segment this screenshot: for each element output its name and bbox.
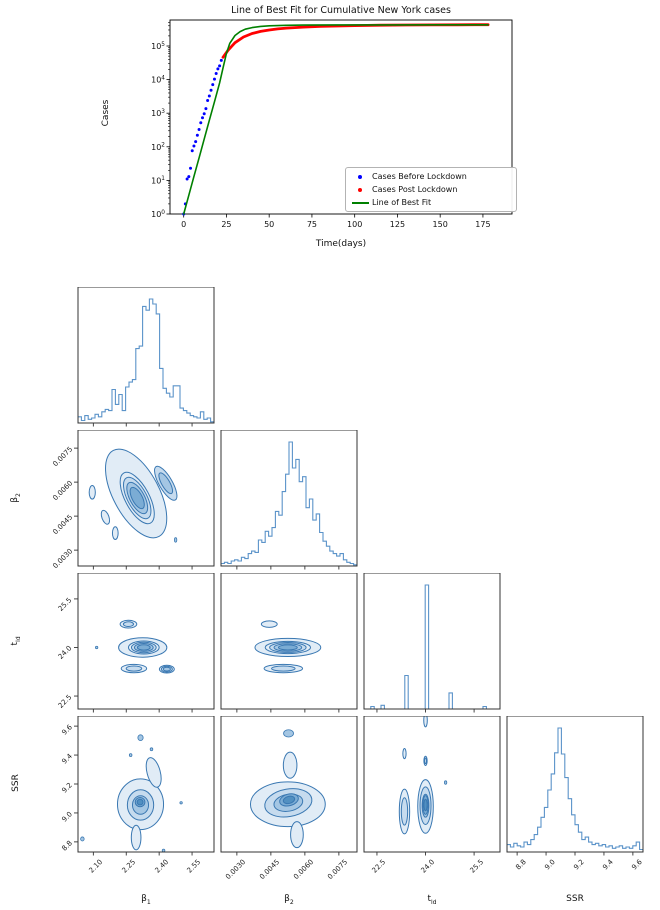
legend-dot-icon	[348, 187, 372, 192]
x-tick-label: 0.0075	[326, 858, 350, 881]
legend-label: Cases Before Lockdown	[372, 172, 467, 181]
corner-x-axis-label: β2	[284, 894, 294, 906]
corner-panel-r3c3-hist	[506, 716, 644, 856]
x-tick-label: 9.0	[543, 858, 557, 872]
x-tick-label: 22.5	[370, 858, 388, 875]
svg-text:75: 75	[307, 220, 317, 229]
legend-item-before-lockdown: Cases Before Lockdown	[348, 170, 512, 183]
line-chart-plot-area: 0 25 50 75 100 125 150 175 100 101 102 103 104 105	[151, 19, 513, 229]
legend-label: Line of Best Fit	[372, 198, 432, 207]
y-tick-label: 0.0060	[50, 479, 74, 503]
corner-x-axis-label: β1	[141, 894, 151, 906]
svg-text:125: 125	[390, 220, 405, 229]
corner-panel-r2c0-kde	[74, 573, 215, 713]
y-tick-label: 0.0075	[50, 445, 74, 469]
corner-y-axis-label: tld	[10, 636, 22, 646]
corner-x-axis-label: SSR	[566, 894, 584, 904]
corner-plot-figure: 0.0030 0.0045 0.0060 0.0075 22.5 24.0 25.5 2.10…	[0, 270, 660, 910]
y-tick-label: 0.0045	[50, 513, 74, 537]
x-tick-label: 2.40	[153, 858, 170, 875]
corner-x-axis-label: tld	[427, 894, 437, 906]
svg-text:101: 101	[151, 176, 165, 185]
svg-text:105: 105	[151, 42, 165, 51]
legend-label: Cases Post Lockdown	[372, 185, 458, 194]
x-tick-label: 2.10	[87, 858, 105, 875]
x-axis-label: Time(days)	[315, 239, 367, 249]
x-tick-label: 0.0060	[292, 858, 316, 881]
y-tick-label: 0.0030	[50, 547, 74, 571]
x-tick-label: 0.0030	[224, 858, 248, 881]
x-tick-label: 9.2	[572, 858, 586, 872]
legend-line-icon	[348, 201, 372, 204]
legend-item-best-fit: Line of Best Fit	[348, 196, 512, 209]
x-tick-label: 2.55	[186, 858, 203, 875]
corner-panel-r1c0-kde	[74, 430, 215, 570]
svg-text:175: 175	[475, 220, 490, 229]
chart-title: Line of Best Fit for Cumulative New York…	[231, 5, 451, 16]
corner-y-axis-label: β2	[10, 493, 22, 503]
svg-text:103: 103	[151, 109, 165, 118]
x-tick-label: 8.8	[514, 858, 528, 872]
legend-item-post-lockdown: Cases Post Lockdown	[348, 183, 512, 196]
corner-panel-r3c2-kde	[363, 716, 501, 856]
corner-panel-r2c2-hist	[363, 573, 501, 713]
corner-panel-r1c1-hist	[220, 430, 358, 570]
corner-panel-r3c0-kde	[74, 716, 215, 856]
x-tick-label: 24.0	[419, 858, 437, 875]
x-tick-label: 9.6	[629, 858, 644, 872]
x-tick-label: 25.5	[468, 858, 485, 875]
chart-legend: Cases Before Lockdown Cases Post Lockdow…	[345, 167, 517, 212]
svg-text:104: 104	[151, 75, 165, 84]
svg-text:50: 50	[264, 220, 274, 229]
corner-y-axis-label: SSR	[11, 774, 21, 792]
corner-panel-r2c1-kde	[220, 573, 358, 713]
legend-dot-icon	[348, 174, 372, 179]
svg-text:25: 25	[221, 220, 231, 229]
svg-text:150: 150	[433, 220, 448, 229]
x-tick-label: 2.25	[120, 858, 137, 875]
corner-panel-r0c0-hist	[77, 287, 215, 427]
y-axis-label: Cases	[101, 99, 111, 127]
corner-panel-r3c1-kde	[220, 716, 358, 856]
svg-text:0: 0	[181, 220, 186, 229]
svg-text:102: 102	[151, 143, 165, 152]
x-tick-label: 0.0045	[258, 858, 282, 881]
svg-text:100: 100	[151, 210, 165, 219]
x-tick-label: 9.4	[601, 858, 615, 872]
svg-text:100: 100	[347, 220, 362, 229]
